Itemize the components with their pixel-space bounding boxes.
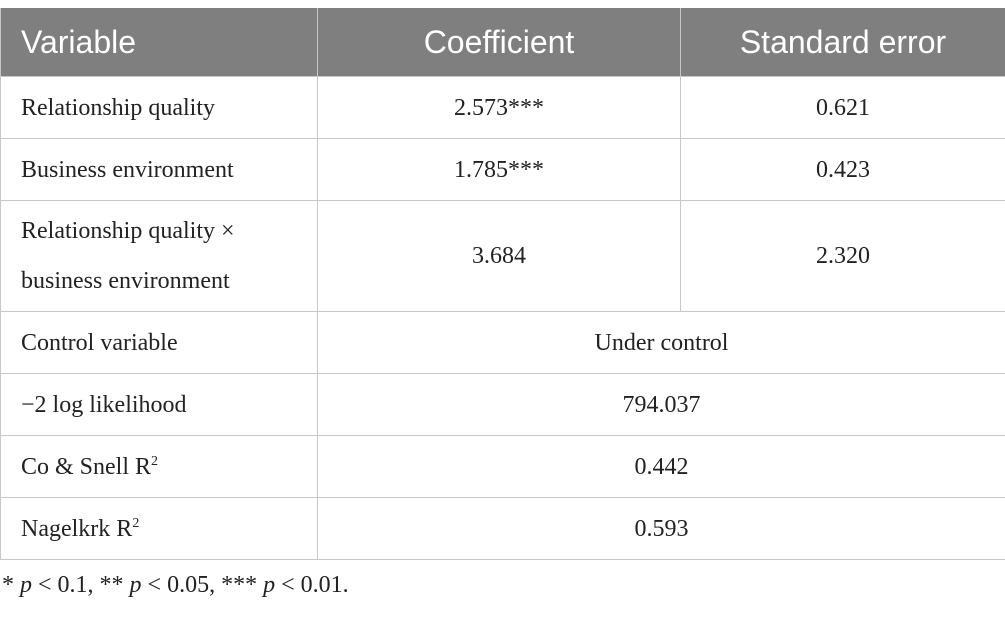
table-row: Relationship quality 2.573*** 0.621 bbox=[0, 76, 1005, 139]
cell-text: Co & Snell R bbox=[21, 453, 152, 480]
header-cell: Coefficient bbox=[317, 8, 681, 77]
cell: Business environment bbox=[0, 138, 318, 201]
cell: Nagelkrk R2 bbox=[0, 497, 318, 560]
cell: Co & Snell R2 bbox=[0, 435, 318, 498]
cell: Control variable bbox=[0, 311, 318, 374]
header-row: Variable Coefficient Standard error bbox=[0, 8, 1005, 77]
cell: Under control bbox=[317, 311, 1005, 374]
table-row: Nagelkrk R2 0.593 bbox=[0, 497, 1005, 560]
cell: Relationship quality bbox=[0, 76, 318, 139]
table-row: Control variable Under control bbox=[0, 311, 1005, 374]
cell: 0.442 bbox=[317, 435, 1005, 498]
table-row: Relationship quality × business environm… bbox=[0, 200, 1005, 312]
regression-table: Variable Coefficient Standard error Relati… bbox=[0, 8, 1005, 560]
cell: Relationship quality × business environm… bbox=[0, 200, 318, 312]
cell: 794.037 bbox=[317, 373, 1005, 436]
table-row: −2 log likelihood 794.037 bbox=[0, 373, 1005, 436]
table-row: Co & Snell R2 0.442 bbox=[0, 435, 1005, 498]
footnote-text: p bbox=[129, 572, 142, 598]
superscript: 2 bbox=[151, 453, 159, 469]
cell: 3.684 bbox=[317, 200, 681, 312]
header-cell: Standard error bbox=[680, 8, 1005, 77]
cell: 1.785*** bbox=[317, 138, 681, 201]
cell: 0.593 bbox=[317, 497, 1005, 560]
footnote: * p < 0.1, ** p < 0.05, *** p < 0.01. bbox=[2, 572, 349, 599]
cell: 0.423 bbox=[680, 138, 1005, 201]
footnote-text: < 0.01. bbox=[275, 572, 349, 598]
footnote-text: < 0.1, ** bbox=[32, 572, 130, 598]
footnote-text: p bbox=[263, 572, 276, 598]
header-cell: Variable bbox=[0, 8, 318, 77]
cell: 2.573*** bbox=[317, 76, 681, 139]
cell-text: Nagelkrk R bbox=[21, 515, 133, 542]
footnote-text: < 0.05, *** bbox=[141, 572, 264, 598]
cell: −2 log likelihood bbox=[0, 373, 318, 436]
cell: 0.621 bbox=[680, 76, 1005, 139]
superscript: 2 bbox=[132, 515, 140, 531]
cell: 2.320 bbox=[680, 200, 1005, 312]
footnote-text: p bbox=[20, 572, 32, 598]
footnote-text: * bbox=[2, 572, 20, 598]
table-row: Business environment 1.785*** 0.423 bbox=[0, 138, 1005, 201]
